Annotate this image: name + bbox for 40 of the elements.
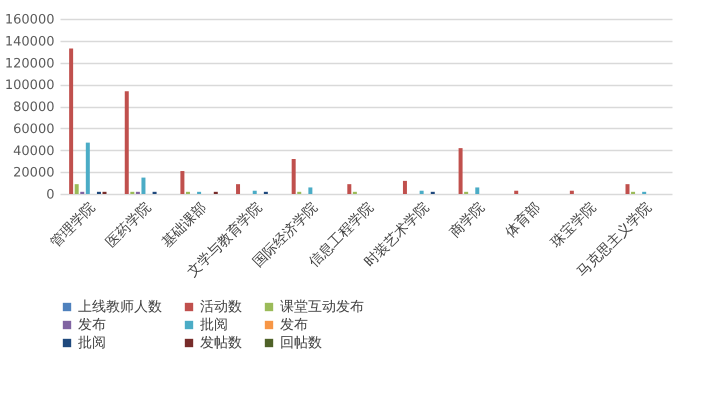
legend-label: 发布 [78,317,106,333]
bar [69,48,74,194]
x-tick-label: 体育部 [502,199,544,241]
bar [570,190,574,194]
y-tick-label: 40000 [13,144,54,159]
bar [292,159,296,194]
bar [252,190,257,194]
bar [475,187,480,194]
legend-label: 发布 [280,317,308,333]
y-tick-label: 140000 [4,34,54,50]
legend-label: 活动数 [200,299,242,315]
legend-label: 发帖数 [200,335,242,351]
bar [308,187,312,194]
bar [124,91,129,194]
y-tick-label: 80000 [13,100,54,115]
bar [236,184,240,194]
y-tick-label: 100000 [4,78,54,94]
bar [74,184,79,194]
y-tick-label: 120000 [4,56,54,72]
y-tick-label: 160000 [4,12,54,28]
x-tick-label: 管理学院 [48,200,98,251]
bar [141,178,146,194]
legend-label: 批阅 [200,317,228,333]
legend-label: 批阅 [78,335,106,351]
bar [86,142,90,194]
legend-label: 课堂互动发布 [280,299,364,315]
bar [402,180,407,194]
legend-label: 回帖数 [280,335,322,351]
bar [625,184,630,194]
bar [514,190,518,194]
y-tick-label: 20000 [13,166,54,181]
bar [180,171,184,194]
legend-label: 上线教师人数 [78,299,162,315]
bar [420,190,424,194]
y-tick-label: 0 [46,188,54,202]
y-tick-label: 60000 [13,122,54,137]
x-tick-label: 医药学院 [103,200,154,251]
bar [458,148,463,194]
bar [347,184,352,194]
x-tick-label: 商学院 [446,200,488,241]
